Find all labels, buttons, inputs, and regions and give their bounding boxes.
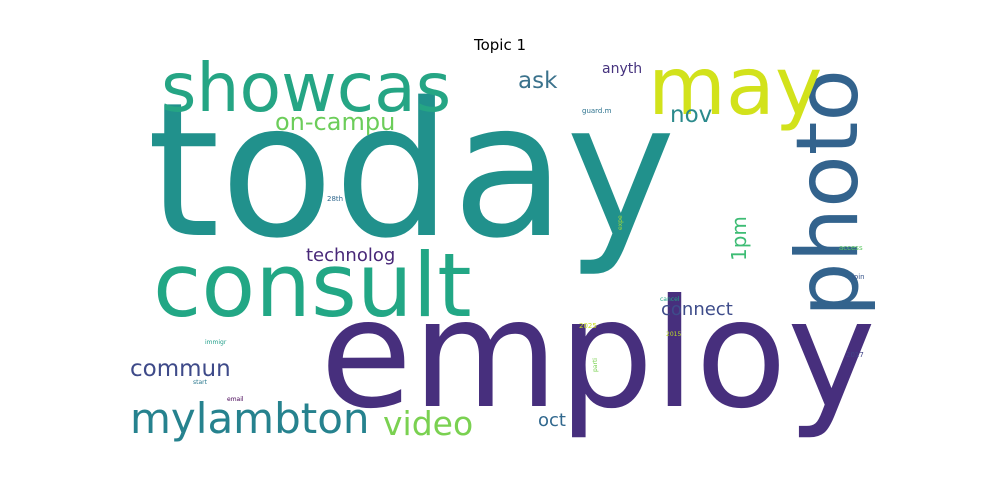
word-join: join — [852, 273, 865, 281]
word-connect: connect — [661, 299, 733, 320]
word-immigr: immigr — [205, 339, 227, 346]
word-anyth: anyth — [602, 61, 643, 77]
word-2015: 2015 — [666, 331, 682, 338]
word-1pm: 1pm — [727, 216, 751, 261]
word-parti: parti — [592, 358, 599, 372]
word-commun: commun — [130, 356, 231, 382]
word-on-campu: on-campu — [275, 108, 396, 136]
word-technolog: technolog — [306, 245, 396, 266]
word-showcas: showcas — [161, 60, 452, 128]
word-start: start — [193, 379, 207, 386]
word-cancel: cancel — [660, 296, 680, 303]
word-cloud: today employ consult photo showcas may m… — [125, 60, 875, 445]
word-consult: consult — [153, 234, 472, 337]
word-may: may — [648, 60, 823, 133]
word-2025: 2025 — [579, 322, 597, 330]
word-expe: expe — [617, 215, 624, 230]
word-employ: employ — [320, 268, 875, 442]
word-video: video — [383, 404, 474, 443]
word-access: access — [839, 244, 863, 252]
word-ask: ask — [518, 68, 558, 94]
word-oct: oct — [538, 410, 566, 431]
word-2017: 2017 — [846, 351, 864, 359]
word-mylambton: mylambton — [130, 394, 370, 443]
word-guard-m: guard.m — [582, 107, 612, 115]
word-today: today — [147, 62, 676, 279]
word-nov: nov — [670, 102, 713, 128]
word-email: email — [227, 396, 244, 403]
chart-title: Topic 1 — [473, 36, 527, 54]
word-28th: 28th — [327, 195, 344, 203]
